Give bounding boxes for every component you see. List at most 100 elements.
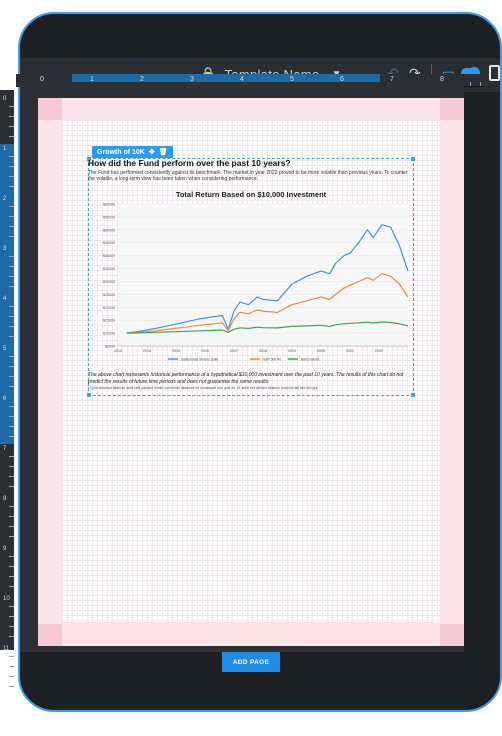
ruler-mark [9,256,14,257]
ruler-mark [9,356,14,357]
growth-widget-block[interactable] [87,157,415,397]
document-page[interactable] [38,98,464,646]
ruler-mark [9,456,14,457]
ruler-mark [9,316,14,317]
ruler-mark [9,226,14,227]
ruler-tick-label: 2 [140,76,144,83]
x-tick-label: 2014 [143,349,151,353]
page-corner [440,624,464,646]
ruler-mark [9,336,14,337]
ruler-mark [9,606,14,607]
page-corner [38,98,62,120]
ruler-tick-label: 5 [3,346,7,352]
x-tick-label: 2016 [201,349,209,353]
ruler-mark [9,126,14,127]
y-tick-label: $45000 [103,241,115,245]
x-tick-label: 2015 [172,349,180,353]
page-content-area[interactable] [62,120,440,622]
ruler-mark [9,556,14,557]
y-tick-label: $20000 [103,306,115,310]
ruler-mark [9,656,14,657]
legend-label: MSCI World [301,357,319,361]
y-tick-label: $30000 [103,280,115,284]
ruler-mark [9,136,14,137]
ruler-tick-label: 2 [3,196,7,202]
ruler-mark [9,566,14,567]
x-tick-label: 2020 [317,349,325,353]
y-tick-label: $5000 [105,345,115,349]
legend-label: Institutional Shares (s3k) [181,357,218,361]
y-tick-label: $55000 [103,215,115,219]
trash-icon[interactable]: 🗑 [158,149,168,156]
y-tick-label: $60000 [103,203,115,207]
ruler-mark [9,526,14,527]
ruler-mark [9,156,14,157]
resize-handle[interactable] [87,157,91,161]
ruler-mark [9,626,14,627]
y-tick-label: $15000 [103,319,115,323]
chart-title: Total Return Based on $10,000 Investment [175,190,327,199]
ruler-mark [9,676,14,677]
ruler-active-range-vertical [0,144,14,444]
ruler-tick-label: 4 [240,76,244,83]
ruler-mark [9,306,14,307]
ruler-mark [9,366,14,367]
ruler-mark [480,82,481,86]
ruler-mark [9,476,14,477]
ruler-mark [9,516,14,517]
chart-disclaimer: The above chart represents historical pe… [88,372,404,385]
series-line [126,273,409,334]
ruler-tick-label: 8 [440,76,444,83]
ruler-mark [9,276,14,277]
ruler-tick-label: 0 [3,96,7,102]
series-line [126,321,409,334]
y-tick-label: $35000 [103,267,115,271]
section-question: How did the Fund perform over the past 1… [88,158,291,168]
ruler-mark [9,536,14,537]
x-tick-label: 2013 [114,349,122,353]
ruler-mark [9,236,14,237]
ruler-tick-label: 3 [3,246,7,252]
ruler-mark [9,386,14,387]
ruler-tick-label: 0 [40,76,44,83]
ruler-mark [9,636,14,637]
ruler-mark [9,206,14,207]
mobile-icon[interactable] [489,65,500,81]
ruler-tick-label: 1 [90,76,94,83]
resize-handle[interactable] [87,393,91,397]
y-tick-label: $40000 [103,254,115,258]
ruler-tick-label: 3 [190,76,194,83]
ruler-tick-label: 6 [340,76,344,83]
y-tick-label: $50000 [103,228,115,232]
x-tick-label: 2022 [375,349,383,353]
x-tick-label: 2021 [346,349,354,353]
ruler-mark [9,616,14,617]
ruler-mark [9,406,14,407]
ruler-mark [9,106,14,107]
widget-tag[interactable]: Growth of 10K ✥ 🗑 [92,146,173,158]
plot-area [118,204,408,346]
ruler-mark [470,82,471,86]
ruler-tick-label: 10 [3,596,10,602]
ruler-mark [9,166,14,167]
ruler-mark [9,266,14,267]
resize-handle[interactable] [411,157,415,161]
redo-icon[interactable]: ↷ [409,64,421,81]
ruler-mark [9,506,14,507]
undo-icon[interactable]: ↶ [387,64,400,81]
ruler-tick-label: 7 [3,446,7,452]
add-page-button[interactable]: ADD PAGE [222,652,280,672]
page-corner [440,98,464,120]
resize-handle[interactable] [411,393,415,397]
ruler-tick-label: 8 [3,496,7,502]
move-icon[interactable]: ✥ [148,149,155,156]
x-tick-label: 2018 [259,349,267,353]
legend-label: S&P 500TR [263,357,281,361]
ruler-mark [9,176,14,177]
series-line [126,224,409,334]
ruler-mark [9,326,14,327]
page-corner [38,624,62,646]
x-tick-label: 2019 [288,349,296,353]
ruler-mark [9,186,14,187]
ruler-mark [9,116,14,117]
